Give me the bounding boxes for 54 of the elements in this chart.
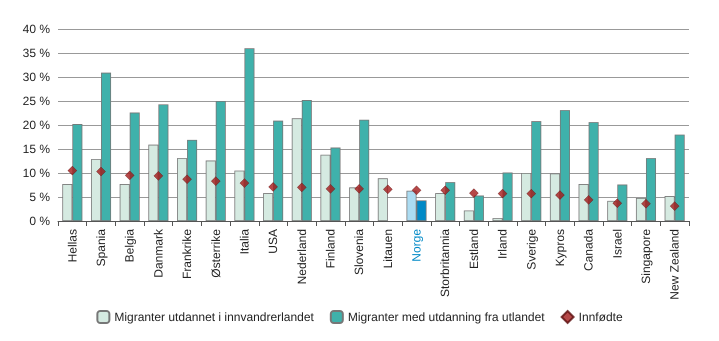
x-tick-label: Frankrike [180,228,194,280]
point [469,188,479,198]
x-tick-label: Sverige [524,228,538,270]
point [154,171,164,181]
x-tick-label: Norge [410,228,424,262]
point [354,184,364,194]
x-tick-label: Canada [582,228,596,272]
point [96,166,106,176]
x-tick-label: Østerrike [208,228,223,278]
x-tick-label: New Zealand [668,229,682,300]
x-tick-label: Irland [496,229,510,260]
point [526,188,536,198]
x-tick-label: Israel [610,229,624,258]
x-tick-label: Hellas [65,229,80,262]
point [268,182,278,192]
x-tick-label: Storbritannia [438,228,452,298]
y-tick-label: 15 % [22,142,50,156]
legend-label: Migranter med utdanning fra utlandet [348,310,546,324]
x-tick-label: Slovenia [352,228,366,276]
y-tick-label: 30 % [22,70,50,84]
x-tick-label: Litauen [380,229,395,268]
point [555,190,565,200]
bar [378,178,388,221]
x-tick-label: Singapore [638,228,653,284]
x-tick-label: Kypros [552,229,567,266]
point [68,166,78,176]
point [498,188,508,198]
point [124,170,134,180]
x-tick-label: Danmark [151,228,166,278]
y-tick-label: 0 % [29,214,50,228]
y-tick-label: 40 % [22,22,50,36]
x-tick-label: Italia [237,228,252,254]
x-tick-label: USA [266,229,280,254]
point [412,186,422,196]
legend-label: Innfødte [578,310,623,324]
y-tick-label: 10 % [22,166,50,180]
y-tick-label: 20 % [22,118,50,132]
x-tick-label: Finland [323,229,338,268]
x-tick-label: Spania [94,228,108,266]
point [383,184,393,194]
x-tick-label: Nederland [294,229,309,284]
point [211,176,220,186]
x-tick-label: Estland [466,229,481,270]
y-tick-label: 35 % [22,46,50,60]
x-tick-label: Belgia [122,228,137,262]
point [297,182,307,192]
legend-label: Migranter utdannet i innvandrerlandet [114,310,314,324]
y-tick-label: 5 % [29,190,50,204]
point [440,186,450,196]
point [641,198,651,208]
point [240,178,250,188]
y-tick-label: 25 % [22,94,50,108]
point [182,174,192,184]
point [326,184,336,194]
